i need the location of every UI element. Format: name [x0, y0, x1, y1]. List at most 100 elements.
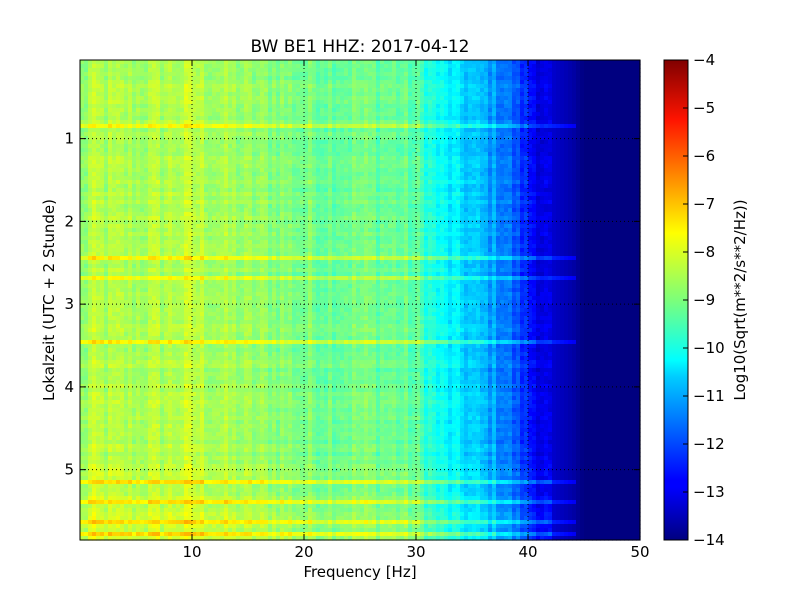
heatmap-cell — [260, 96, 265, 101]
heatmap-cell — [360, 152, 365, 157]
heatmap-cell — [168, 116, 173, 121]
heatmap-cell — [184, 64, 189, 69]
heatmap-cell — [404, 140, 409, 145]
heatmap-cell — [144, 168, 149, 173]
heatmap-cell — [516, 192, 521, 197]
heatmap-cell — [608, 164, 613, 169]
heatmap-cell — [156, 184, 161, 189]
heatmap-cell — [376, 188, 381, 193]
heatmap-cell — [568, 68, 573, 73]
heatmap-cell — [256, 192, 261, 197]
heatmap-cell — [256, 72, 261, 77]
heatmap-cell — [572, 64, 577, 69]
heatmap-cell — [488, 152, 493, 157]
heatmap-cell — [136, 112, 141, 117]
heatmap-cell — [204, 72, 209, 77]
heatmap-cell — [320, 172, 325, 177]
heatmap-cell — [400, 132, 405, 137]
heatmap-cell — [496, 128, 501, 133]
heatmap-cell — [400, 168, 405, 173]
heatmap-cell — [88, 128, 93, 133]
heatmap-cell — [600, 92, 605, 97]
heatmap-cell — [564, 88, 569, 93]
heatmap-cell — [276, 64, 281, 69]
heatmap-cell — [584, 156, 589, 161]
heatmap-cell — [192, 104, 197, 109]
heatmap-cell — [416, 140, 421, 145]
heatmap-cell — [356, 100, 361, 105]
heatmap-cell — [316, 180, 321, 185]
heatmap-cell — [568, 104, 573, 109]
heatmap-cell — [108, 180, 113, 185]
heatmap-cell — [144, 64, 149, 69]
heatmap-cell — [612, 64, 617, 69]
heatmap-cell — [316, 184, 321, 189]
heatmap-cell — [620, 132, 625, 137]
heatmap-cell — [464, 84, 469, 89]
heatmap-cell — [296, 124, 301, 129]
heatmap-cell — [368, 144, 373, 149]
heatmap-cell — [108, 144, 113, 149]
heatmap-cell — [320, 108, 325, 113]
heatmap-cell — [400, 128, 405, 133]
heatmap-cell — [388, 136, 393, 141]
heatmap-cell — [300, 60, 305, 65]
heatmap-cell — [120, 88, 125, 93]
heatmap-cell — [268, 160, 273, 165]
heatmap-cell — [400, 80, 405, 85]
heatmap-cell — [312, 164, 317, 169]
heatmap-cell — [524, 128, 529, 133]
heatmap-cell — [104, 172, 109, 177]
heatmap-cell — [116, 76, 121, 81]
heatmap-cell — [388, 68, 393, 73]
heatmap-cell — [204, 124, 209, 129]
heatmap-cell — [172, 128, 177, 133]
heatmap-cell — [244, 128, 249, 133]
heatmap-cell — [88, 152, 93, 157]
heatmap-cell — [160, 72, 165, 77]
heatmap-cell — [484, 156, 489, 161]
heatmap-cell — [204, 68, 209, 73]
heatmap-cell — [484, 160, 489, 165]
heatmap-cell — [516, 132, 521, 137]
heatmap-cell — [164, 160, 169, 165]
heatmap-cell — [512, 196, 517, 201]
heatmap-cell — [284, 100, 289, 105]
heatmap-cell — [532, 156, 537, 161]
heatmap-cell — [440, 116, 445, 121]
heatmap-cell — [248, 80, 253, 85]
heatmap-cell — [80, 88, 85, 93]
heatmap-cell — [484, 128, 489, 133]
heatmap-cell — [84, 80, 89, 85]
heatmap-cell — [92, 68, 97, 73]
heatmap-cell — [288, 76, 293, 81]
heatmap-cell — [196, 152, 201, 157]
heatmap-cell — [312, 88, 317, 93]
heatmap-cell — [288, 168, 293, 173]
heatmap-cell — [360, 80, 365, 85]
heatmap-cell — [240, 200, 245, 205]
heatmap-cell — [576, 104, 581, 109]
heatmap-cell — [116, 88, 121, 93]
heatmap-cell — [504, 192, 509, 197]
heatmap-cell — [448, 108, 453, 113]
heatmap-cell — [440, 200, 445, 205]
heatmap-cell — [436, 188, 441, 193]
heatmap-cell — [240, 68, 245, 73]
heatmap-cell — [240, 188, 245, 193]
heatmap-cell — [624, 108, 629, 113]
heatmap-cell — [512, 156, 517, 161]
heatmap-cell — [84, 88, 89, 93]
heatmap-cell — [256, 172, 261, 177]
heatmap-cell — [424, 172, 429, 177]
heatmap-cell — [448, 88, 453, 93]
heatmap-cell — [508, 120, 513, 125]
heatmap-cell — [492, 120, 497, 125]
heatmap-cell — [88, 144, 93, 149]
heatmap-cell — [496, 140, 501, 145]
heatmap-cell — [240, 164, 245, 169]
heatmap-cell — [316, 148, 321, 153]
heatmap-cell — [636, 72, 641, 77]
heatmap-cell — [400, 104, 405, 109]
heatmap-cell — [332, 168, 337, 173]
